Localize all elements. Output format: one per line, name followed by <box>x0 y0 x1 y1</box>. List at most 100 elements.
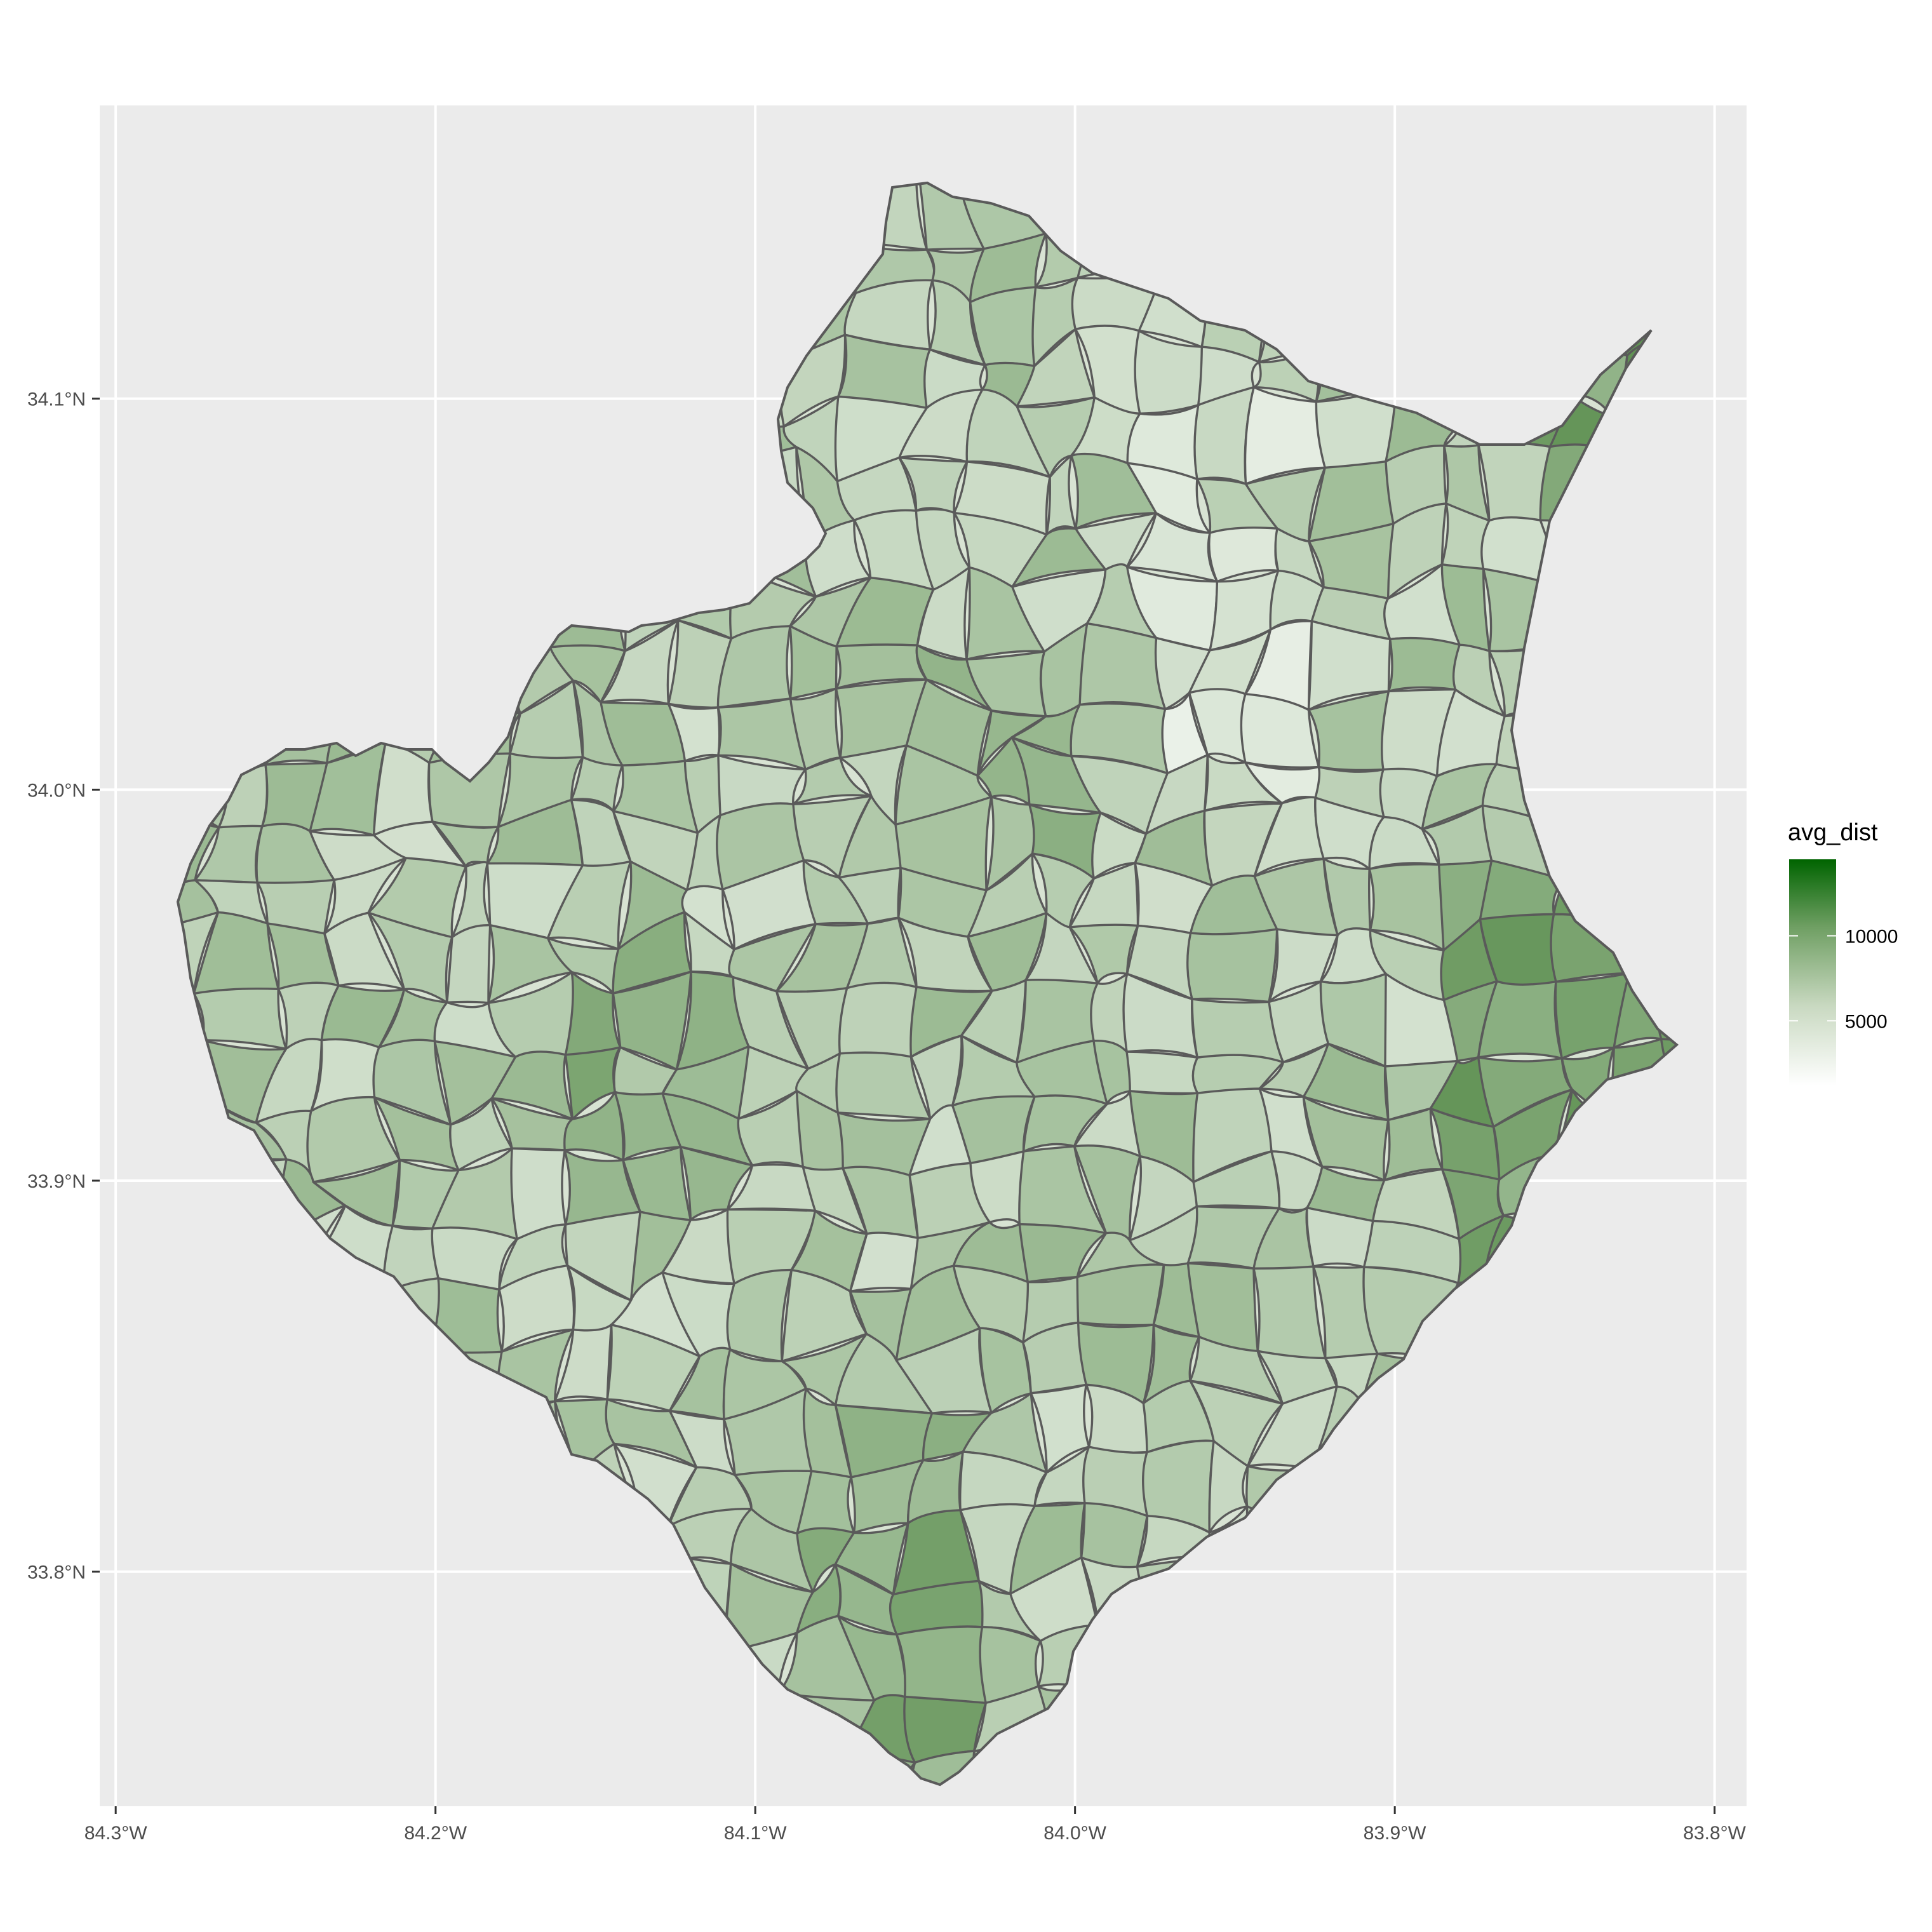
legend-break-label: 5000 <box>1845 1011 1888 1032</box>
map-region <box>1189 1379 1284 1468</box>
map-region <box>1302 1862 1381 1932</box>
map-region <box>1798 215 1860 281</box>
map-region <box>841 1865 916 1926</box>
map-region <box>839 744 908 826</box>
map-region <box>143 1818 205 1879</box>
map-region <box>1779 405 1849 480</box>
map-region <box>1840 1282 1914 1350</box>
map-region <box>543 1918 618 1932</box>
map-region <box>1422 1909 1485 1932</box>
map-region <box>1071 1849 1165 1932</box>
map-region <box>838 981 918 1058</box>
map-region <box>843 1823 898 1882</box>
map-region <box>667 1912 758 1932</box>
map-region <box>965 566 1046 661</box>
map-region <box>1771 1439 1866 1534</box>
map-region <box>1743 462 1805 529</box>
map-region <box>144 1918 231 1932</box>
map-region <box>781 1268 868 1362</box>
map-region <box>1387 636 1461 693</box>
map-region <box>779 1826 859 1865</box>
map-region <box>1839 1560 1909 1630</box>
map-region <box>1253 796 1325 878</box>
map-region <box>1837 446 1922 521</box>
map-region <box>214 1919 279 1932</box>
map-region <box>271 1917 342 1932</box>
map-region <box>1538 1810 1630 1885</box>
map-region <box>1681 1857 1748 1932</box>
map-region <box>726 1268 793 1362</box>
y-axis: 34.1°N 34.0°N 33.9°N 33.8°N <box>27 389 100 1583</box>
map-region <box>1275 1882 1342 1932</box>
map-region <box>1783 1746 1851 1824</box>
map-region <box>1831 1057 1905 1125</box>
map-region <box>1080 1501 1148 1569</box>
map-region <box>894 796 993 892</box>
map-region <box>95 1928 173 1932</box>
map-region <box>262 1797 343 1877</box>
map-region <box>1559 1858 1625 1932</box>
map-region <box>1743 218 1802 294</box>
map-region <box>967 911 1048 992</box>
map-region <box>1024 1849 1100 1932</box>
x-tick-label: 84.3°W <box>84 1823 147 1844</box>
map-region <box>1785 582 1864 640</box>
map-region <box>1192 1920 1278 1932</box>
map-region <box>1313 1917 1375 1932</box>
x-tick-label: 83.9°W <box>1364 1823 1426 1844</box>
map-region <box>1780 1922 1862 1932</box>
x-tick-label: 84.2°W <box>404 1823 467 1844</box>
map-region <box>1602 1907 1689 1932</box>
map-region <box>1786 341 1866 420</box>
map-region <box>1071 1928 1155 1932</box>
map-region <box>316 1917 394 1932</box>
map-region <box>1835 1615 1922 1694</box>
map-region <box>1788 520 1864 589</box>
map-region <box>1078 622 1167 711</box>
map-region <box>1835 392 1910 474</box>
legend-colorbar <box>1789 859 1836 1085</box>
y-tick-label: 34.0°N <box>27 780 86 801</box>
map-region <box>1781 1237 1848 1283</box>
map-region <box>1127 1920 1214 1932</box>
map-region <box>1788 271 1866 368</box>
map-region <box>1075 512 1158 572</box>
map-region <box>1834 1329 1912 1384</box>
y-tick-label: 34.1°N <box>27 389 86 410</box>
map-region <box>1832 1381 1893 1461</box>
map-region <box>1208 1440 1249 1534</box>
map-region <box>1837 516 1922 589</box>
map-region <box>1252 1265 1327 1360</box>
map-region <box>446 923 492 1004</box>
map-region <box>1791 701 1862 770</box>
map-region <box>192 988 288 1050</box>
map-region <box>1746 1629 1785 1707</box>
map-region <box>1847 121 1907 184</box>
map-region <box>1771 1625 1839 1698</box>
map-region <box>1837 1860 1924 1932</box>
map-region <box>1835 339 1916 419</box>
map-region <box>1244 466 1326 542</box>
map-region <box>1794 1329 1843 1393</box>
map-region <box>486 1867 579 1932</box>
map-region <box>1381 1806 1442 1888</box>
map-region <box>1857 271 1914 340</box>
map-region <box>1214 1884 1283 1932</box>
map-region <box>1849 680 1917 770</box>
map-region <box>742 1862 810 1922</box>
map-region <box>612 970 692 1071</box>
map-region <box>1837 1803 1924 1882</box>
y-tick-label: 33.8°N <box>27 1562 86 1583</box>
map-region <box>262 1852 342 1932</box>
map-region <box>1771 1691 1851 1770</box>
map-region <box>1536 1926 1605 1932</box>
map-region <box>1789 109 1851 184</box>
x-tick-label: 84.0°W <box>1043 1823 1106 1844</box>
map-region <box>1841 633 1898 701</box>
map-region <box>1681 1907 1732 1932</box>
map-region <box>1847 1153 1919 1245</box>
legend-title: avg_dist <box>1788 819 1878 846</box>
map-region <box>1834 1454 1917 1512</box>
map-region <box>143 1863 215 1928</box>
